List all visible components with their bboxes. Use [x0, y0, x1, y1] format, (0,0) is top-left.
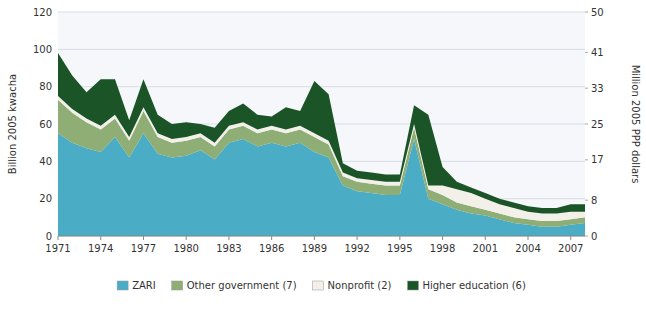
y-tick-label: 120 — [33, 7, 52, 18]
y2-tick — [585, 159, 588, 160]
x-tick — [485, 236, 486, 240]
legend-label: Other government (7) — [187, 280, 297, 291]
x-tick-label: 1995 — [387, 243, 412, 254]
legend-item: Other government (7) — [172, 280, 297, 291]
y-tick-label: 20 — [39, 193, 52, 204]
x-tick-label: 1998 — [430, 243, 455, 254]
x-tick — [528, 236, 529, 240]
x-tick — [143, 236, 144, 240]
legend-swatch — [407, 281, 418, 290]
y-tick-label: 40 — [39, 156, 52, 167]
x-tick-label: 1977 — [131, 243, 156, 254]
grid-line — [58, 49, 585, 50]
x-tick-label: 1983 — [216, 243, 241, 254]
areas — [58, 53, 585, 236]
y-tick-label: 100 — [33, 44, 52, 55]
y2-tick-label: 41 — [591, 47, 604, 58]
legend-swatch — [172, 281, 183, 290]
y2-tick — [585, 236, 588, 237]
area — [58, 53, 585, 214]
legend-item: Nonprofit (2) — [313, 280, 392, 291]
y2-axis-label: Million 2005 PPP dollars — [630, 65, 641, 184]
chart: 1971 1974 1977 1980 1983 1986 1989 1992 1995 1998… — [0, 0, 646, 309]
x-tick-label: 1974 — [88, 243, 113, 254]
y2-tick-label: 8 — [591, 195, 597, 206]
y2-tick-label: 0 — [591, 231, 597, 242]
y2-tick — [585, 12, 588, 13]
x-tick — [442, 236, 443, 240]
y-tick-label: 60 — [39, 119, 52, 130]
y2-tick-label: 50 — [591, 7, 604, 18]
y2-tick-label: 25 — [591, 119, 604, 130]
y2-tick — [585, 52, 588, 53]
x-axis-line — [58, 236, 585, 237]
legend-label: ZARI — [132, 280, 156, 291]
legend-swatch — [117, 281, 128, 290]
y2-tick-label: 17 — [591, 154, 604, 165]
y2-tick — [585, 88, 588, 89]
legend-item: ZARI — [117, 280, 156, 291]
y2-tick — [585, 124, 588, 125]
x-tick-label: 2007 — [558, 243, 583, 254]
x-tick — [570, 236, 571, 240]
x-tick — [399, 236, 400, 240]
y-axis-label: Billion 2005 kwacha — [7, 74, 18, 174]
x-tick — [357, 236, 358, 240]
x-tick-label: 1992 — [344, 243, 369, 254]
x-tick — [100, 236, 101, 240]
legend-swatch — [313, 281, 324, 290]
y2-tick-label: 33 — [591, 83, 604, 94]
x-tick — [186, 236, 187, 240]
grid-line — [58, 12, 585, 13]
y-tick-label: 0 — [46, 231, 52, 242]
x-tick-label: 2004 — [515, 243, 540, 254]
y2-tick — [585, 200, 588, 201]
x-tick-label: 1986 — [259, 243, 284, 254]
x-tick-label: 1989 — [302, 243, 327, 254]
legend-label: Nonprofit (2) — [328, 280, 392, 291]
x-tick-label: 2001 — [473, 243, 498, 254]
grid-line — [58, 236, 585, 237]
x-tick — [228, 236, 229, 240]
legend-item: Higher education (6) — [407, 280, 525, 291]
x-tick-label: 1980 — [173, 243, 198, 254]
x-tick — [271, 236, 272, 240]
x-tick — [58, 236, 59, 240]
x-tick — [314, 236, 315, 240]
legend: ZARI Other government (7) Nonprofit (2) Hig… — [117, 280, 526, 291]
y-tick-label: 80 — [39, 81, 52, 92]
legend-label: Higher education (6) — [422, 280, 525, 291]
x-tick-label: 1971 — [45, 243, 70, 254]
plot-background — [58, 12, 585, 236]
grid-line — [58, 86, 585, 87]
